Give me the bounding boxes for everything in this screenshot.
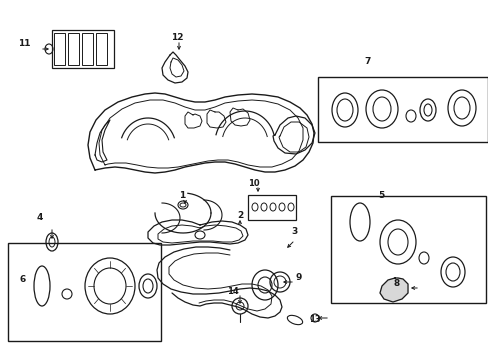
Bar xyxy=(8,243,161,341)
Text: 13: 13 xyxy=(308,315,320,324)
Text: 10: 10 xyxy=(247,179,259,188)
Bar xyxy=(96,33,107,65)
Polygon shape xyxy=(379,278,407,302)
Bar xyxy=(54,33,65,65)
Text: 3: 3 xyxy=(290,228,297,237)
Bar xyxy=(247,195,295,220)
Text: 2: 2 xyxy=(237,211,243,220)
Bar xyxy=(330,196,485,303)
Bar xyxy=(317,77,487,142)
Bar xyxy=(68,33,79,65)
Text: 6: 6 xyxy=(20,274,26,284)
Text: 11: 11 xyxy=(18,39,30,48)
Text: 7: 7 xyxy=(363,58,369,67)
Text: 12: 12 xyxy=(171,32,183,41)
Text: 14: 14 xyxy=(226,287,238,296)
Text: 5: 5 xyxy=(377,190,384,199)
Text: 4: 4 xyxy=(37,213,43,222)
Bar xyxy=(82,33,93,65)
Text: 1: 1 xyxy=(179,192,185,201)
Text: 9: 9 xyxy=(294,274,301,283)
Bar xyxy=(52,30,114,68)
Text: 8: 8 xyxy=(392,279,398,288)
